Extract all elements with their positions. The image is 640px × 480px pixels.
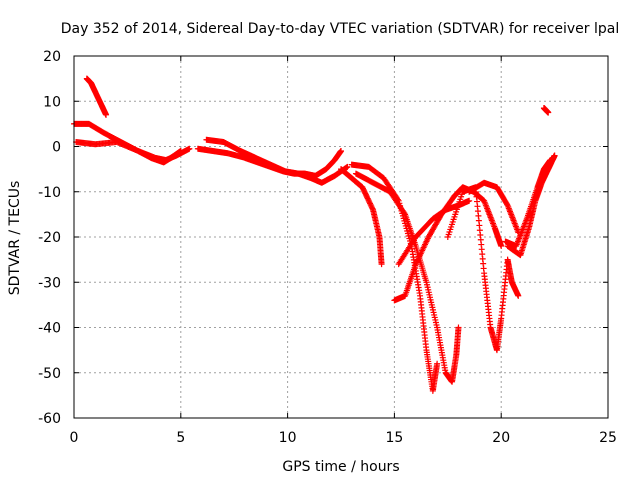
x-tick-label: 20 [492,430,510,446]
series-arc-o [540,105,552,116]
series-arc-e [203,136,351,186]
y-tick-label: -20 [38,230,61,246]
data-point [378,261,385,268]
y-tick-label: -10 [38,185,61,201]
data-point [515,292,522,299]
tick-layer: 0 5 10 15 20 25 -60 -50 -40 -30 -20 -10 0 10 20 [38,49,617,446]
x-tick-label: 10 [279,430,297,446]
data-point [551,152,558,159]
x-axis-title: GPS time / hours [282,459,399,475]
y-tick-label: -60 [38,411,61,427]
x-tick-label: 15 [385,430,403,446]
data-point [401,210,408,217]
series-arc-c [73,138,193,164]
series-arc-b [83,75,110,118]
plot-frame [73,55,609,419]
data-point [344,163,351,170]
y-tick-label: 0 [52,140,61,156]
data-point [498,243,505,250]
data-point [434,360,441,367]
data-point [466,197,473,204]
x-tick-label: 5 [176,430,185,446]
series-layer [71,75,558,394]
x-tick-label: 0 [70,430,79,446]
y-tick-label: -50 [38,366,61,382]
series-arc-f [338,166,385,268]
chart-title: Day 352 of 2014, Sidereal Day-to-day VTE… [61,21,619,37]
series-arc-n [504,152,558,259]
x-tick-label: 25 [599,430,617,446]
data-point [186,145,193,152]
series-arc-h [352,170,462,385]
y-tick-label: -40 [38,321,61,337]
data-point [545,109,552,116]
data-point [338,148,344,155]
data-point [103,111,110,118]
y-tick-label: 10 [43,94,61,110]
data-point [455,324,462,331]
series-arc-l [466,179,522,236]
y-tick-label: -30 [38,275,61,291]
y-axis-title: SDTVAR / TECUs [7,181,23,296]
y-tick-label: 20 [43,49,61,65]
